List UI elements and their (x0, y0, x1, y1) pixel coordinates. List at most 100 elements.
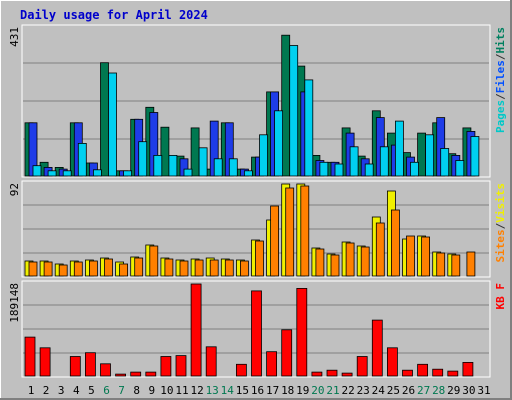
bar-top-pages (274, 110, 284, 177)
x-axis-day-label: 1 (28, 384, 35, 397)
bar-bot-kb-f (296, 287, 308, 377)
bar-bot-kb-f (341, 372, 353, 377)
bar-mid-sites (345, 242, 355, 277)
bar-top-pages (47, 170, 57, 177)
bar-top-pages (77, 142, 87, 177)
bar-mid-sites (330, 254, 340, 277)
bar-top-pages (304, 79, 314, 177)
x-axis-day-label: 28 (432, 384, 445, 397)
bar-top-pages (259, 134, 268, 177)
bar-top-pages (440, 148, 450, 177)
y-axis-max-label: 92 (8, 183, 21, 196)
x-axis-day-label: 19 (296, 384, 309, 397)
x-axis-day-label: 3 (58, 384, 65, 397)
bar-mid-sites (466, 251, 476, 277)
bar-top-pages (379, 146, 389, 177)
x-axis-day-label: 4 (73, 384, 80, 397)
x-axis-day-label: 8 (133, 384, 140, 397)
x-axis-day-label: 20 (311, 384, 324, 397)
bar-bot-kb-f (205, 346, 217, 377)
bar-top-pages (410, 161, 419, 177)
bar-mid-sites (164, 258, 174, 277)
bar-top-pages (394, 120, 404, 177)
bar-top-pages (243, 170, 253, 177)
x-axis-day-label: 31 (477, 384, 490, 397)
bar-bot-kb-f (311, 371, 323, 377)
legend-part: / (494, 53, 507, 60)
bar-bot-kb-f (175, 355, 187, 377)
bar-bot-kb-f (281, 329, 293, 377)
bar-mid-sites (149, 245, 159, 277)
bar-bot-kb-f (371, 319, 383, 377)
x-axis-day-label: 30 (462, 384, 475, 397)
bar-bot-kb-f (326, 369, 338, 377)
bar-bot-kb-f (417, 363, 429, 377)
bar-mid-sites (421, 236, 431, 277)
bar-mid-sites (270, 205, 280, 277)
x-axis-day-label: 17 (266, 384, 279, 397)
bar-bot-kb-f (160, 356, 172, 377)
x-axis-day-label: 11 (175, 384, 188, 397)
bar-top-pages (228, 158, 238, 177)
bar-mid-sites (451, 254, 461, 277)
bar-mid-sites (194, 259, 204, 277)
legend-part: Hits (494, 27, 507, 54)
legend-part: KB F (494, 283, 507, 310)
bar-mid-sites (360, 246, 370, 277)
legend-part: Visits (494, 183, 507, 223)
bar-bot-kb-f (447, 370, 459, 377)
x-axis-day-label: 16 (251, 384, 264, 397)
bar-top-pages (334, 163, 344, 177)
x-axis-day-label: 6 (103, 384, 110, 397)
x-axis-day-label: 15 (236, 384, 249, 397)
x-axis-day-label: 23 (357, 384, 370, 397)
y-axis-max-labels: 431 92 189148 (8, 27, 21, 323)
bar-bot-kb-f (266, 351, 278, 377)
bar-top-pages (198, 147, 208, 177)
series-legend-label: Pages/Files/Hits (494, 27, 507, 133)
legend-part: Files (494, 60, 507, 93)
bar-mid-sites (436, 252, 446, 277)
bar-top-pages (425, 134, 435, 177)
x-axis-day-label: 12 (190, 384, 203, 397)
x-axis-day-label: 22 (341, 384, 354, 397)
bar-top-pages (168, 154, 178, 177)
x-axis-day-label: 9 (148, 384, 155, 397)
bar-mid-sites (73, 261, 83, 277)
bar-mid-sites (104, 258, 113, 277)
chart-title: Daily usage for April 2024 (20, 8, 208, 22)
bar-bot-kb-f (432, 368, 444, 377)
x-axis-day-label: 29 (447, 384, 460, 397)
bar-mid-sites (58, 264, 68, 277)
bar-top-pages (364, 163, 374, 177)
bar-mid-sites (285, 187, 295, 277)
bar-bot-kb-f (130, 371, 142, 377)
bar-top-pages (108, 72, 117, 177)
x-axis-day-label: 24 (372, 384, 386, 397)
x-axis-day-label: 14 (221, 384, 235, 397)
x-axis-day-label: 25 (387, 384, 400, 397)
x-axis-day-label: 10 (160, 384, 173, 397)
bar-bot-kb-f (69, 356, 81, 377)
bar-mid-sites (119, 263, 128, 277)
bar-mid-sites (89, 260, 98, 277)
bar-bot-kb-f (235, 363, 247, 377)
bar-bot-kb-f (100, 363, 111, 377)
legend-part: / (494, 222, 507, 229)
bar-top-pages (93, 169, 102, 177)
bar-top-pages (123, 170, 132, 177)
series-legend-label: KB F (494, 283, 507, 310)
bar-bot-kb-f (115, 373, 126, 377)
bar-mid-sites (239, 260, 249, 277)
bar-top-pages (289, 45, 299, 177)
bar-mid-sites (28, 261, 38, 277)
bar-mid-sites (134, 257, 144, 277)
x-axis-day-labels: 1 2 3 4 5 6 7 8 9 10 11 12 13 14 15 16 17 18 19 20 21 22 23 24 2… (28, 384, 491, 397)
bar-top-pages (153, 154, 163, 177)
bar-mid-sites (300, 185, 310, 277)
x-axis-day-label: 5 (88, 384, 95, 397)
bar-bot-kb-f (145, 371, 157, 377)
legend-part: Pages (494, 100, 507, 133)
bar-bot-kb-f (402, 369, 413, 377)
bar-bot-kb-f (386, 347, 398, 377)
